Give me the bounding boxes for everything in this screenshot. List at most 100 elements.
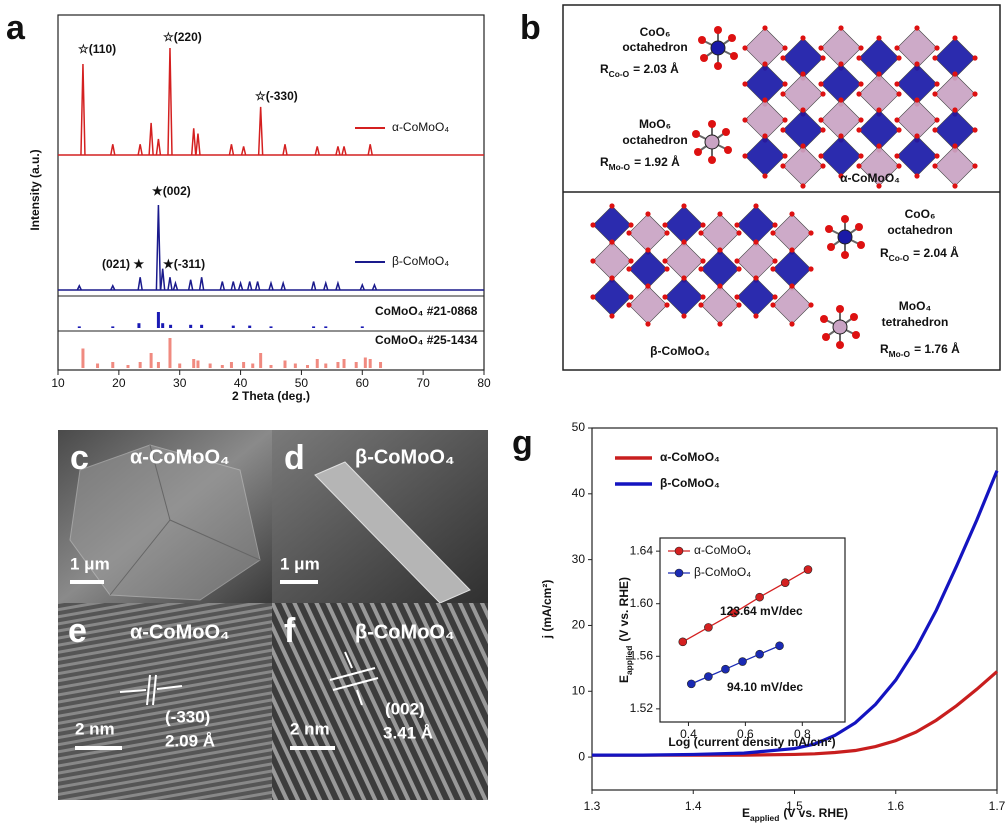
reference-line bbox=[315, 359, 319, 368]
peak bbox=[80, 64, 86, 156]
peak bbox=[137, 277, 143, 291]
oxygen-atom bbox=[762, 61, 768, 67]
oxygen-atom bbox=[717, 283, 723, 289]
label-part: applied bbox=[624, 646, 634, 675]
bond-length: RCo-O = 2.03 Å bbox=[600, 61, 679, 79]
oxygen-atom bbox=[932, 91, 938, 97]
label-part: (V vs. RHE) bbox=[617, 577, 631, 642]
peak bbox=[335, 146, 341, 156]
plot-frame bbox=[57, 14, 485, 371]
oxygen-atom bbox=[876, 71, 882, 77]
slope-label: 94.10 mV/dec bbox=[727, 680, 803, 694]
oxygen-atom bbox=[590, 258, 596, 264]
oxygen-atom bbox=[841, 251, 849, 259]
reference-line bbox=[178, 363, 182, 368]
oxygen-atom bbox=[772, 222, 778, 228]
oxygen-atom bbox=[770, 230, 776, 236]
data-point bbox=[729, 608, 739, 618]
data-point bbox=[775, 641, 784, 651]
reference-line bbox=[96, 363, 100, 368]
reference-label: CoMoO₄ #21-0868 bbox=[375, 304, 478, 318]
reference-line bbox=[283, 360, 287, 368]
oxygen-atom bbox=[856, 91, 862, 97]
reference-line bbox=[242, 362, 246, 368]
oxygen-atom bbox=[894, 45, 900, 51]
polyhedron bbox=[592, 205, 632, 245]
polyhedron bbox=[736, 205, 776, 245]
oxygen-atom bbox=[808, 266, 814, 272]
oxygen-atom bbox=[780, 127, 786, 133]
oxygen-atom bbox=[818, 153, 824, 159]
oxygen-atom bbox=[800, 71, 806, 77]
oxygen-atom bbox=[772, 294, 778, 300]
legend-label: α-CoMoO₄ bbox=[694, 543, 751, 557]
plane-label: (-330) bbox=[165, 707, 210, 726]
peak bbox=[282, 144, 288, 156]
peak bbox=[323, 280, 329, 291]
reference-line bbox=[168, 338, 172, 368]
oxygen-atom bbox=[628, 294, 634, 300]
oxygen-atom bbox=[609, 275, 615, 281]
oxygen-atom bbox=[952, 183, 958, 189]
y-axis-label: j (mA/cm²) bbox=[540, 580, 554, 640]
reference-line bbox=[161, 323, 165, 328]
oxygen-atom bbox=[609, 313, 615, 319]
oxygen-atom bbox=[894, 81, 900, 87]
oxygen-atom bbox=[753, 203, 759, 209]
oxygen-atom bbox=[609, 239, 615, 245]
oxygen-atom bbox=[742, 81, 748, 87]
peak bbox=[110, 283, 116, 291]
oxygen-atom bbox=[700, 54, 708, 62]
oxygen-atom bbox=[856, 127, 862, 133]
oxygen-atom bbox=[838, 25, 844, 31]
reference-line bbox=[312, 326, 316, 328]
oxygen-atom bbox=[858, 81, 864, 87]
polyhedron-label: octahedron bbox=[887, 223, 952, 237]
oxygen-atom bbox=[700, 294, 706, 300]
plot-frame bbox=[659, 537, 846, 723]
reference-line bbox=[156, 312, 160, 328]
scale-bar-label: 1 μm bbox=[70, 554, 110, 573]
x-tick-label: 0.6 bbox=[737, 727, 754, 741]
reference-line bbox=[354, 362, 358, 368]
label-part: (V vs. RHE) bbox=[783, 806, 848, 820]
oxygen-atom bbox=[972, 91, 978, 97]
polyhedron bbox=[744, 135, 786, 177]
data-point bbox=[704, 623, 713, 632]
oxygen-atom bbox=[753, 275, 759, 281]
oxygen-atom bbox=[932, 127, 938, 133]
x-tick-label: 1.7 bbox=[989, 799, 1006, 813]
data-point bbox=[687, 679, 696, 689]
oxygen-atom bbox=[722, 128, 730, 136]
label-part: = 2.04 Å bbox=[913, 245, 959, 260]
scale-bar-label: 2 nm bbox=[75, 719, 115, 738]
oxygen-atom bbox=[914, 173, 920, 179]
label-part: R bbox=[600, 62, 609, 76]
oxygen-atom bbox=[952, 71, 958, 77]
peak bbox=[246, 281, 253, 291]
series-line bbox=[682, 568, 809, 643]
panel-label: a bbox=[6, 9, 26, 47]
peak bbox=[167, 277, 173, 291]
polyhedron-label: MoO₄ bbox=[899, 299, 932, 313]
data-point bbox=[738, 657, 747, 666]
oxygen-atom bbox=[736, 230, 742, 236]
oxygen-atom bbox=[876, 107, 882, 113]
oxygen-atom bbox=[626, 302, 632, 308]
oxygen-atom bbox=[662, 222, 668, 228]
label-part: Co-O bbox=[609, 69, 630, 79]
polyhedron bbox=[820, 135, 862, 177]
reference-line bbox=[248, 325, 252, 328]
oxygen-atom bbox=[780, 55, 786, 61]
reference-line bbox=[169, 324, 173, 328]
oxygen-atom bbox=[753, 313, 759, 319]
peak bbox=[280, 280, 286, 291]
peak bbox=[335, 280, 341, 291]
peak bbox=[310, 281, 317, 291]
polyhedron bbox=[736, 241, 776, 281]
scale-bar-label: 1 μm bbox=[280, 554, 320, 573]
oxygen-atom bbox=[855, 223, 863, 231]
reference-line bbox=[192, 359, 196, 368]
phase-label: α-CoMoO₄ bbox=[130, 621, 230, 643]
